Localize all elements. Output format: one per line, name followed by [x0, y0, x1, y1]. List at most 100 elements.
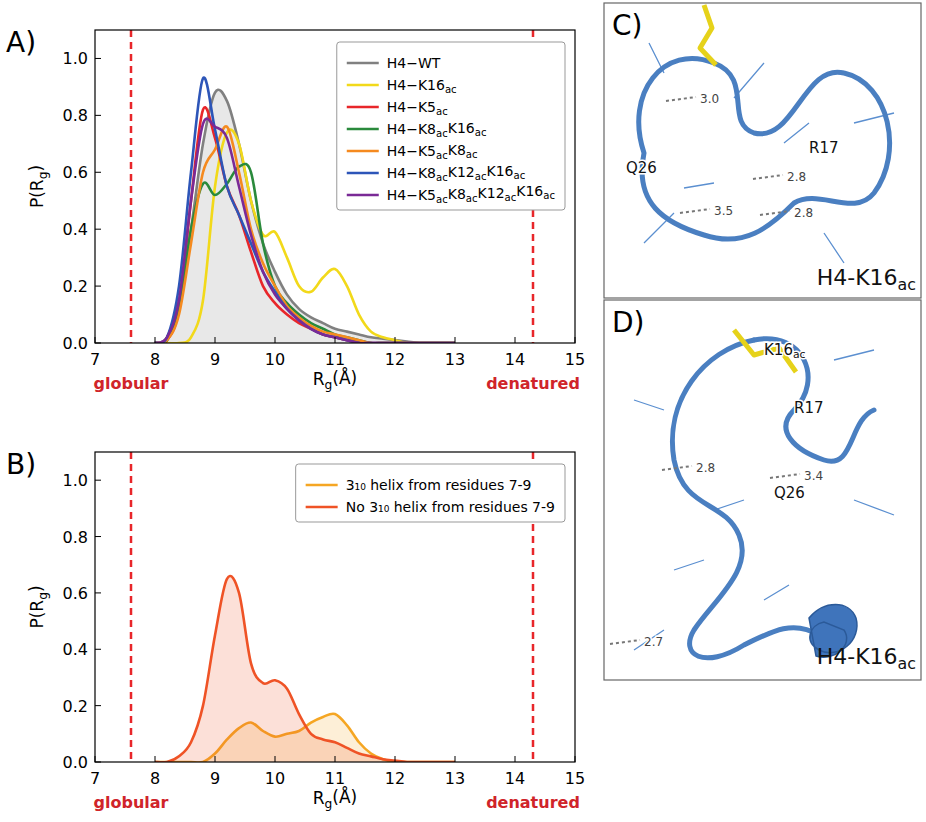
text-part: K16 [516, 183, 543, 199]
y-tick-label: 0.6 [63, 163, 88, 182]
legend-swatch [347, 172, 379, 175]
text-part: g [36, 592, 50, 600]
x-tick-label: 12 [385, 769, 405, 788]
structure: 3.02.83.52.8Q26R17H4-K16acC) [612, 5, 916, 294]
text-part: 0.4 [63, 220, 88, 239]
text-part: A) [6, 26, 36, 59]
distance-label: 3.4 [804, 469, 823, 483]
text-part: ac [898, 275, 916, 294]
curve [155, 576, 455, 762]
y-tick [95, 286, 101, 287]
text-part: denatured [486, 374, 580, 393]
text-part: K16 [486, 163, 513, 179]
legend-swatch [347, 62, 379, 65]
text-part: K16 [764, 341, 793, 359]
legend-swatch [347, 194, 379, 197]
text-part: 2.8 [794, 206, 813, 220]
x-tick [155, 337, 156, 343]
text-part: 0.2 [63, 697, 88, 716]
x-tick-label: 7 [90, 350, 100, 369]
y-tick [95, 172, 101, 173]
text-part: B) [6, 448, 36, 481]
x-tick [515, 337, 516, 343]
residue-label: K16ac [764, 341, 806, 361]
x-tick-label: 14 [505, 769, 525, 788]
text-part: H4−K8 [387, 121, 436, 137]
hbond [760, 211, 790, 215]
text-part: 14 [505, 350, 525, 369]
text-part: Q26 [774, 484, 805, 502]
text-part: K12 [448, 164, 475, 180]
y-tick [95, 705, 101, 706]
text-part: 8 [150, 350, 160, 369]
y-tick-label: 0.8 [63, 528, 88, 547]
legend-entry: H4−WT [387, 55, 441, 71]
legend-entry: H4−K8acK12acK16ac [387, 163, 525, 183]
backbone-ribbon [754, 339, 874, 462]
text-part: 0.8 [63, 528, 88, 547]
legend-entry: H4−K5ac [387, 99, 448, 117]
x-tick [575, 756, 576, 762]
text-part: ac [475, 171, 487, 182]
text-part: ac [436, 128, 448, 139]
x-tick [335, 337, 336, 343]
text-part: H4-K16 [817, 644, 898, 669]
x-tick-label: 7 [90, 769, 100, 788]
x-tick-label: 8 [150, 350, 160, 369]
residue-label: R17 [809, 139, 839, 157]
text-part: g [325, 378, 333, 392]
legend-entry: H4−K5acK8ac [387, 142, 478, 161]
text-part: C) [612, 9, 642, 42]
y-tick [95, 343, 101, 344]
text-part: H4−K5 [387, 187, 436, 203]
legend-swatch [347, 106, 379, 109]
area [155, 90, 455, 343]
text-part: ac [436, 172, 448, 183]
x-tick-label: 9 [210, 350, 220, 369]
x-tick-label: 9 [210, 769, 220, 788]
distance-label: 2.8 [794, 206, 813, 220]
backbone-ribbon [639, 59, 890, 240]
legend: 3₁₀ helix from residues 7-9No 3₁₀ helix … [296, 464, 565, 522]
y-tick-label: 1.0 [63, 471, 88, 490]
text-part: 9 [210, 350, 220, 369]
acetyl-lysine [700, 5, 716, 65]
x-tick-label: 15 [565, 769, 585, 788]
y-tick-label: 0.2 [63, 697, 88, 716]
text-part: globular [94, 793, 169, 812]
y-tick-label: 0.0 [63, 334, 88, 353]
curve [155, 90, 455, 343]
text-part: ac [543, 190, 555, 201]
legend-swatch [347, 128, 379, 131]
panel-frame [604, 300, 921, 680]
text-part: 0.4 [63, 640, 88, 659]
figure: globulardenatured7891011121314150.00.20.… [0, 0, 926, 822]
hbond [610, 640, 640, 644]
text-part: P(R [27, 179, 47, 208]
text-part: 3.0 [700, 92, 719, 106]
annotation-label: globular [94, 793, 169, 812]
text-part: ac [436, 106, 448, 117]
x-tick-label: 15 [565, 350, 585, 369]
text-part: 0.0 [63, 753, 88, 772]
acetyl-lysine [734, 330, 796, 372]
hbond [753, 175, 783, 179]
text-part: K8 [448, 142, 466, 158]
x-tick [395, 756, 396, 762]
text-part: H4−K16 [387, 77, 445, 93]
legend-entry: H4−K8acK16ac [387, 120, 487, 139]
text-part: 1.0 [63, 471, 88, 490]
x-tick [335, 756, 336, 762]
legend-swatch [347, 84, 379, 87]
curve [155, 119, 455, 343]
side-chain [634, 350, 894, 650]
text-part: H4-K16 [817, 265, 898, 290]
x-tick [215, 756, 216, 762]
reference-line [130, 30, 133, 343]
text-part: 10 [265, 350, 285, 369]
text-part: R17 [794, 399, 824, 417]
text-part: ac [436, 194, 448, 205]
legend-entry: 3₁₀ helix from residues 7-9 [346, 477, 532, 493]
frame [95, 30, 575, 343]
text-part: g [36, 172, 50, 180]
